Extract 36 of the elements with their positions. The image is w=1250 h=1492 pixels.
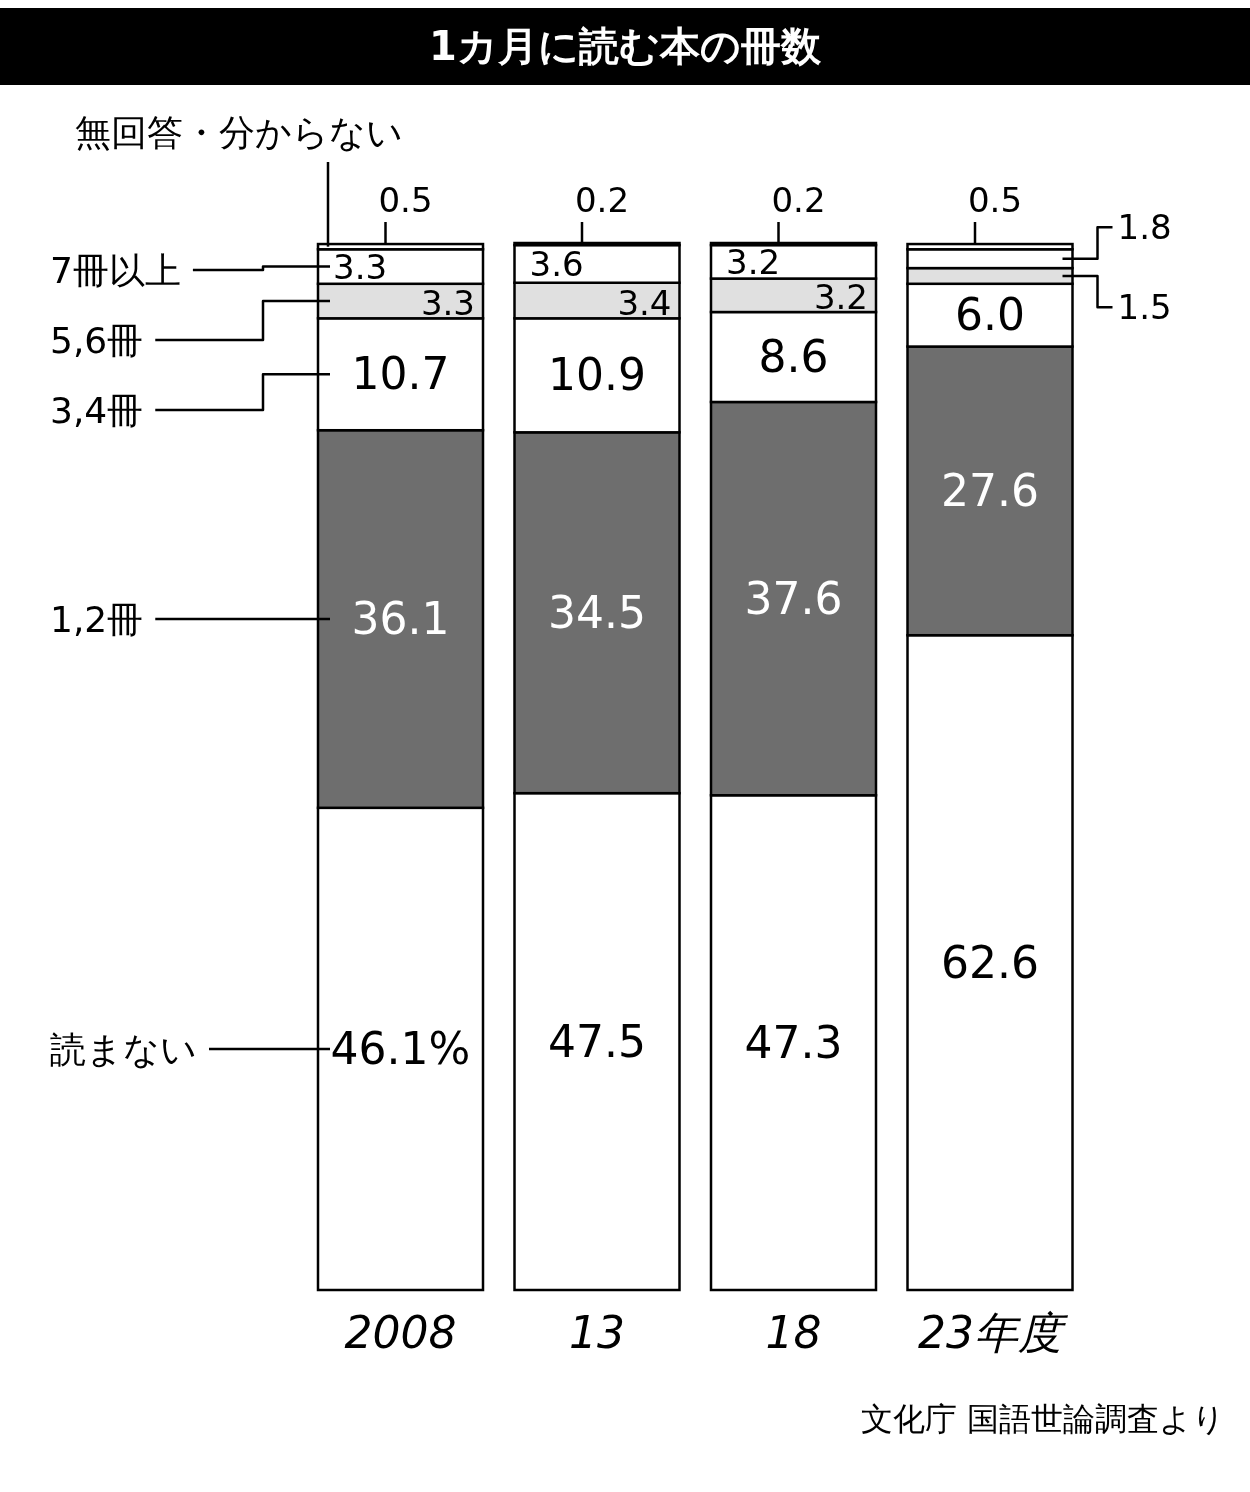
chart-title: 1カ月に読む本の冊数 <box>429 23 822 69</box>
data-label: 47.5 <box>548 1015 646 1067</box>
data-label: 0.5 <box>967 180 1023 220</box>
data-label: 27.6 <box>941 464 1039 516</box>
data-label: 3.6 <box>529 243 584 284</box>
data-label: 10.7 <box>351 348 450 400</box>
data-label: 3.3 <box>420 283 475 324</box>
data-label: 0.2 <box>771 180 826 220</box>
data-label: 8.6 <box>758 331 829 383</box>
data-label: 34.5 <box>548 586 646 638</box>
data-label: 47.3 <box>744 1016 843 1068</box>
legend-label: 5,6冊 <box>50 320 144 361</box>
legend-label: 1,2冊 <box>50 599 144 641</box>
data-label: 46.1% <box>330 1022 471 1074</box>
text: 文化庁 国語世論調査より <box>860 1400 1225 1438</box>
data-label: 3.3 <box>333 246 388 287</box>
data-label: 3.2 <box>726 241 781 282</box>
x-tick-label: 18 <box>765 1307 822 1358</box>
data-label: 10.9 <box>548 349 646 401</box>
data-label: 0.5 <box>378 180 433 220</box>
data-label: 3.2 <box>813 277 868 318</box>
x-tick-label: 2008 <box>344 1307 457 1358</box>
data-label: 62.6 <box>941 936 1039 988</box>
data-label: 36.1 <box>351 593 450 645</box>
data-label: 6.0 <box>955 289 1025 341</box>
text: 無回答・分からない <box>75 112 403 153</box>
legend-label: 7冊以上 <box>50 250 181 291</box>
data-label: 37.6 <box>744 572 843 624</box>
legend-label: 読まない <box>50 1028 197 1070</box>
data-label: 1.8 <box>1117 207 1172 248</box>
legend-label: 3,4冊 <box>50 390 144 431</box>
data-label: 3.4 <box>617 282 672 323</box>
data-label: 0.2 <box>574 180 630 220</box>
x-tick-label: 13 <box>569 1307 625 1358</box>
x-tick-label: 23年度 <box>918 1307 1069 1358</box>
data-label: 1.5 <box>1117 287 1172 328</box>
